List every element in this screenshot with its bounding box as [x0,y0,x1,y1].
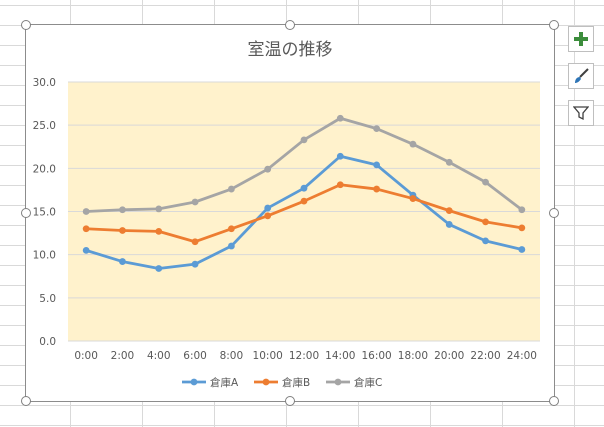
x-tick-label: 4:00 [147,350,171,362]
x-axis: 0:00 2:00 4:00 6:00 8:00 10:00 12:00 14:00 16:00… [74,350,537,362]
data-point[interactable] [227,185,235,193]
y-tick-label: 10.0 [33,250,56,262]
data-point[interactable] [264,165,272,173]
data-point[interactable] [155,265,163,272]
data-point[interactable] [119,258,126,265]
data-point[interactable] [82,225,90,233]
gridlines [68,81,540,342]
x-tick-label: 16:00 [361,350,391,362]
legend-item[interactable]: 倉庫C [326,376,382,389]
data-point[interactable] [482,237,489,245]
series-layer [82,114,526,272]
data-point[interactable] [227,225,235,233]
data-point[interactable] [191,198,199,206]
y-tick-label: 15.0 [33,207,56,219]
x-tick-label: 0:00 [74,350,98,362]
x-tick-label: 12:00 [289,350,319,362]
data-point[interactable] [300,184,308,192]
data-point[interactable] [445,207,453,215]
data-point[interactable] [82,246,90,254]
resize-handle-left[interactable] [21,208,31,218]
resize-handle-top[interactable] [285,20,295,30]
data-point[interactable] [82,208,90,215]
data-point[interactable] [336,152,344,160]
legend-label: 倉庫C [354,376,382,389]
chart-frame[interactable]: 室温の推移 0.0 5.0 10.0 15.0 20.0 25.0 30.0 0:00 2:0… [25,24,555,402]
data-point[interactable] [264,204,272,212]
x-tick-label: 22:00 [470,350,500,362]
data-point[interactable] [191,238,199,246]
legend-swatch-marker [262,378,270,386]
data-point[interactable] [264,212,272,220]
data-point[interactable] [227,242,235,250]
data-point[interactable] [300,136,308,144]
data-point[interactable] [373,125,381,133]
chart-styles-button[interactable] [568,63,594,89]
resize-handle-top-left[interactable] [21,20,31,30]
data-point[interactable] [373,185,381,193]
y-tick-label: 20.0 [33,163,56,175]
y-tick-label: 25.0 [33,120,56,132]
resize-handle-bottom[interactable] [285,396,295,406]
legend-swatch-marker [190,378,198,386]
data-point[interactable] [409,195,417,202]
x-tick-label: 24:00 [507,350,537,362]
legend-label: 倉庫B [282,376,310,389]
brush-icon [575,68,589,83]
x-tick-label: 14:00 [325,350,355,362]
chart-title: 室温の推移 [248,40,333,60]
data-point[interactable] [336,181,344,189]
data-point[interactable] [300,197,308,205]
x-tick-label: 2:00 [111,350,135,362]
data-point[interactable] [155,227,163,235]
resize-handle-right[interactable] [549,208,559,218]
data-point[interactable] [191,260,199,268]
legend-item[interactable]: 倉庫A [182,376,239,389]
resize-handle-bottom-right[interactable] [549,396,559,406]
data-point[interactable] [409,140,417,148]
x-tick-label: 10:00 [253,350,283,362]
x-tick-label: 18:00 [398,350,428,362]
y-tick-label: 0.0 [39,336,56,348]
data-point[interactable] [119,206,126,214]
data-point[interactable] [119,227,126,234]
data-point[interactable] [518,224,526,232]
chart-filters-button[interactable] [568,100,594,126]
data-point[interactable] [482,178,489,186]
x-tick-label: 6:00 [183,350,207,362]
y-axis: 0.0 5.0 10.0 15.0 20.0 25.0 30.0 [33,77,56,348]
legend-item[interactable]: 倉庫B [254,376,310,389]
data-point[interactable] [445,158,453,166]
resize-handle-bottom-left[interactable] [21,396,31,406]
line-chart: 室温の推移 0.0 5.0 10.0 15.0 20.0 25.0 30.0 0:00 2:0… [33,40,540,389]
data-point[interactable] [373,161,381,169]
data-point[interactable] [518,246,526,253]
x-tick-label: 20:00 [434,350,464,362]
data-point[interactable] [518,206,526,214]
x-tick-label: 8:00 [220,350,244,362]
data-point[interactable] [155,205,163,213]
legend-label: 倉庫A [210,376,239,389]
data-point[interactable] [445,221,453,228]
legend-swatch-marker [334,378,342,386]
data-point[interactable] [482,218,489,226]
y-tick-label: 30.0 [33,77,56,89]
legend: 倉庫A 倉庫B 倉庫C [182,376,382,389]
resize-handle-top-right[interactable] [549,20,559,30]
data-point[interactable] [336,114,344,122]
chart-elements-button[interactable] [568,26,594,52]
filter-icon [573,106,589,121]
plus-icon [574,32,588,46]
y-tick-label: 5.0 [39,293,56,305]
